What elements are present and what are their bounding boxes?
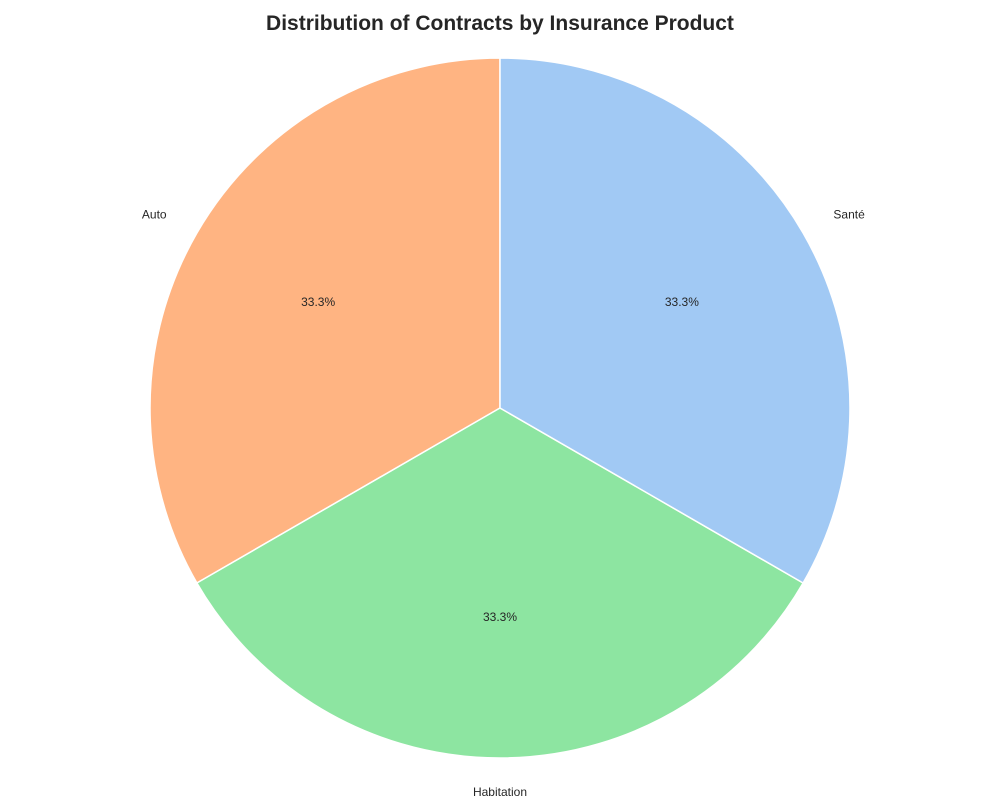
pie-slice-sante — [499, 57, 851, 585]
pie-slices — [149, 57, 851, 759]
slice-label-habitation: Habitation — [473, 785, 527, 799]
slice-label-sante: Santé — [833, 208, 865, 222]
percent-label-habitation: 33.3% — [483, 610, 517, 624]
pie-labels: Auto 33.3% Habitation 33.3% Santé 33.3% — [142, 208, 865, 800]
slice-label-auto: Auto — [142, 208, 167, 222]
pie-slice-auto — [149, 57, 501, 585]
chart-title: Distribution of Contracts by Insurance P… — [266, 12, 734, 35]
percent-label-auto: 33.3% — [301, 295, 335, 309]
percent-label-sante: 33.3% — [665, 295, 699, 309]
